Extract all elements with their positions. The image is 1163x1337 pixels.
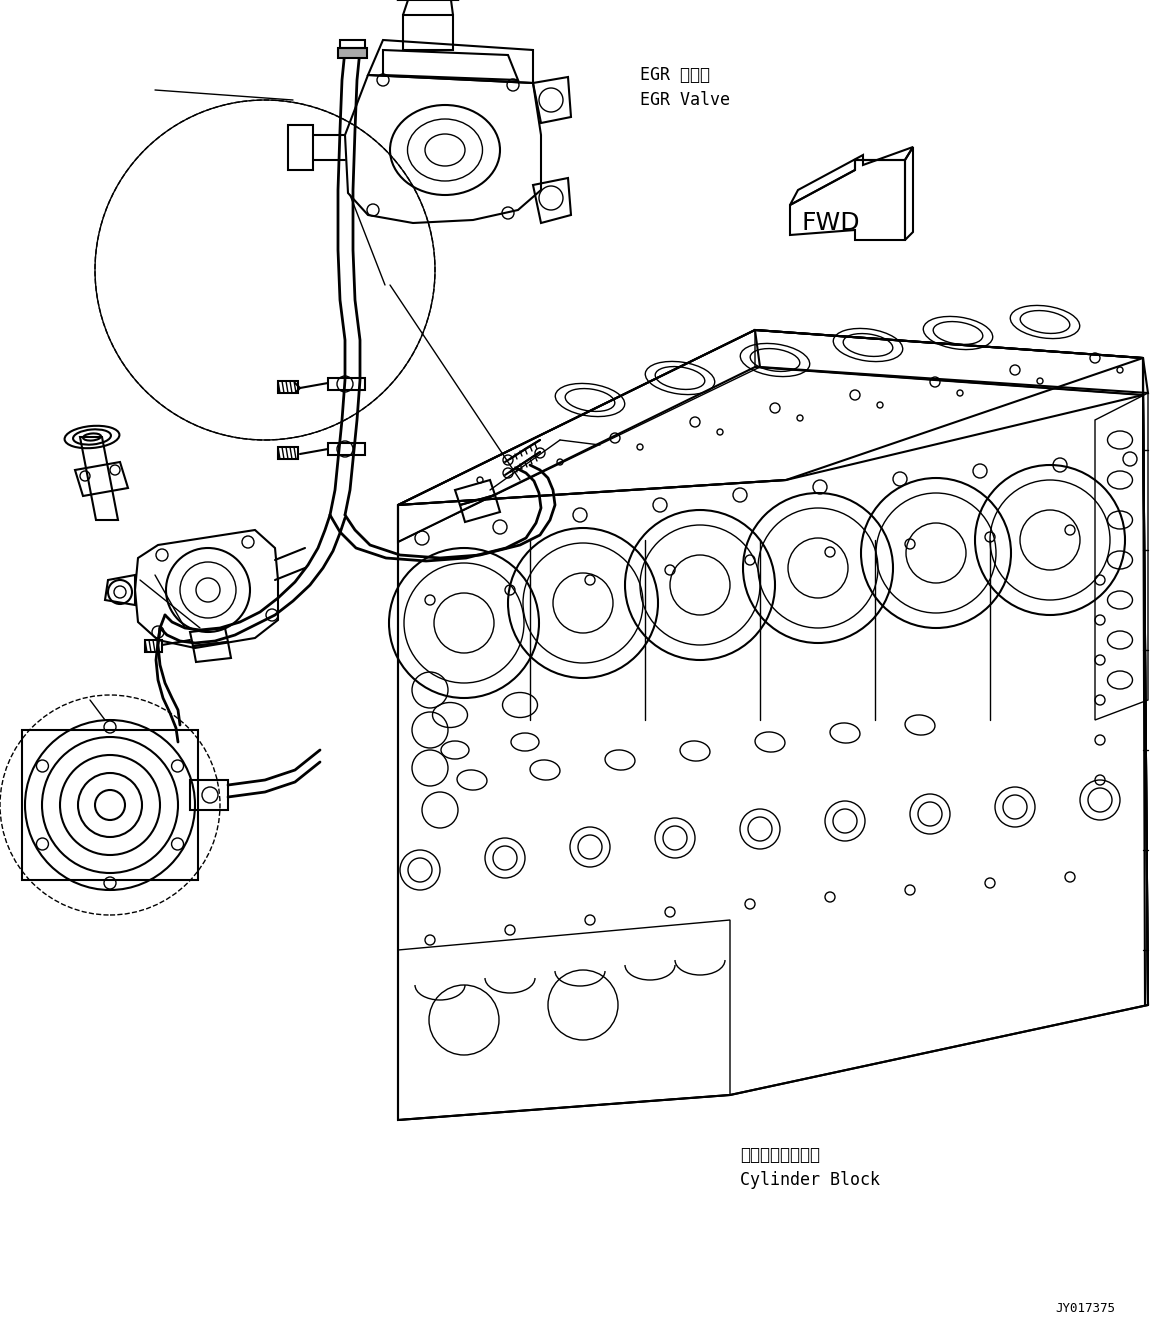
Text: FWD: FWD	[802, 211, 861, 235]
Text: EGR Valve: EGR Valve	[640, 91, 730, 110]
Text: シリンダブロック: シリンダブロック	[740, 1146, 820, 1165]
Text: EGR バルブ: EGR バルブ	[640, 66, 709, 84]
Text: JY017375: JY017375	[1055, 1301, 1115, 1314]
Polygon shape	[338, 48, 368, 57]
Text: Cylinder Block: Cylinder Block	[740, 1171, 880, 1189]
